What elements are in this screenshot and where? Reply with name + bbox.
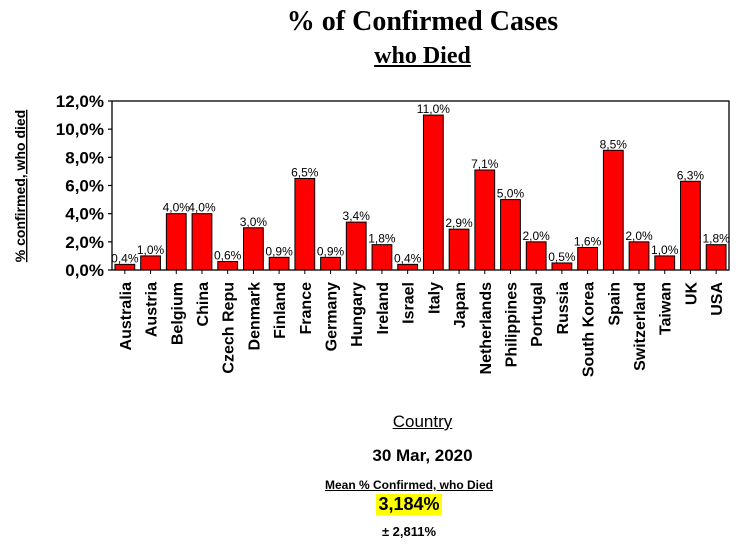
bar-spain	[602, 149, 624, 271]
x-tick-label: USA	[709, 282, 726, 316]
x-tick-label: Australia	[118, 282, 135, 351]
bar-china	[191, 213, 213, 271]
x-tick-label: Denmark	[246, 282, 263, 351]
data-label: 2,0%	[523, 229, 551, 243]
data-label: 1,8%	[368, 232, 396, 246]
bar-uk	[680, 180, 701, 271]
data-label: 4,0%	[188, 201, 216, 215]
bar-ireland	[371, 244, 393, 271]
y-tick-label: 0,0%	[65, 261, 104, 280]
x-tick-label: Taiwan	[658, 282, 675, 335]
report-date: 30 Mar, 2020	[372, 446, 473, 465]
bar-philippines	[500, 199, 521, 271]
data-label: 0,9%	[265, 244, 293, 258]
x-tick-label: Israel	[401, 282, 418, 324]
x-tick-label: Belgium	[169, 282, 186, 345]
x-tick-label: Netherlands	[478, 282, 495, 375]
bar-switzerland	[628, 241, 650, 271]
y-tick-label: 4,0%	[65, 205, 104, 224]
x-tick-label: China	[195, 282, 212, 327]
y-tick-label: 8,0%	[65, 148, 104, 167]
bar-germany	[320, 256, 341, 271]
data-label: 8,5%	[600, 137, 628, 151]
data-label: 1,0%	[137, 243, 165, 257]
bar-denmark	[242, 227, 264, 271]
data-label: 4,0%	[163, 201, 191, 215]
data-label: 1,8%	[702, 232, 730, 246]
x-tick-label: UK	[683, 282, 700, 306]
data-label: 7,1%	[471, 157, 499, 171]
bar-austria	[140, 255, 161, 271]
data-label: 1,6%	[574, 234, 602, 248]
y-tick-label: 12,0%	[56, 92, 104, 111]
data-label: 2,0%	[625, 229, 653, 243]
mean-label: Mean % Confirmed, who Died	[324, 478, 493, 492]
x-tick-label: Portugal	[529, 282, 546, 347]
x-tick-label: South Korea	[581, 282, 598, 377]
bar-belgium	[165, 213, 187, 271]
data-label: 0,5%	[548, 250, 576, 264]
bar-portugal	[525, 241, 547, 271]
bar-russia	[551, 262, 573, 271]
bar-south-korea	[577, 246, 599, 271]
bar-hungary	[345, 221, 367, 271]
bar-czech-repu	[217, 261, 239, 271]
x-tick-label: Italy	[426, 282, 443, 314]
chart-title: % of Confirmed Cases	[286, 6, 559, 37]
data-label: 6,3%	[677, 168, 705, 182]
x-tick-label: Finland	[272, 282, 289, 339]
chart-subtitle: who Died	[374, 43, 471, 69]
bar-chart: 0,0% 2,0% 4,0% 6,0% 8,0% 10,0% 12,0% % confirme…	[12, 92, 730, 377]
x-tick-label: Philippines	[503, 282, 520, 367]
x-tick-label: France	[298, 282, 315, 335]
x-tick-label: Japan	[452, 282, 469, 328]
x-axis-label: Country	[392, 412, 453, 431]
bar-france	[294, 177, 316, 271]
data-label: 1,0%	[651, 243, 679, 257]
y-tick-label: 6,0%	[65, 177, 104, 196]
bar-taiwan	[654, 255, 676, 271]
data-label: 6,5%	[291, 165, 319, 179]
x-tick-label: Spain	[606, 282, 623, 326]
data-label: 0,6%	[214, 249, 242, 263]
bar-japan	[448, 228, 470, 271]
y-axis-label: % confirmed, who died	[12, 110, 28, 262]
data-label: 0,4%	[394, 251, 422, 265]
bar-netherlands	[474, 169, 496, 271]
data-label: 0,9%	[317, 244, 345, 258]
data-label: 3,4%	[343, 209, 371, 223]
y-tick-label: 2,0%	[65, 233, 104, 252]
x-tick-label: Russia	[555, 282, 572, 335]
x-tick-label: Germany	[324, 282, 341, 351]
x-tick-label: Hungary	[349, 282, 366, 347]
data-label: 3,0%	[240, 215, 268, 229]
x-tick-label: Czech Repu	[221, 282, 238, 374]
bar-usa	[705, 244, 727, 271]
data-label: 2,9%	[445, 216, 473, 230]
bar-finland	[268, 256, 290, 271]
data-label: 11,0%	[417, 102, 450, 116]
y-tick-label: 10,0%	[56, 120, 104, 139]
data-label: 0,4%	[111, 251, 139, 265]
x-tick-label: Switzerland	[632, 282, 649, 371]
bar-italy	[422, 114, 444, 271]
x-tick-label: Austria	[144, 282, 161, 337]
standard-deviation: ± 2,811%	[381, 524, 437, 539]
data-label: 5,0%	[497, 187, 525, 201]
mean-value: 3,184%	[376, 494, 442, 515]
x-tick-label: Ireland	[375, 282, 392, 334]
